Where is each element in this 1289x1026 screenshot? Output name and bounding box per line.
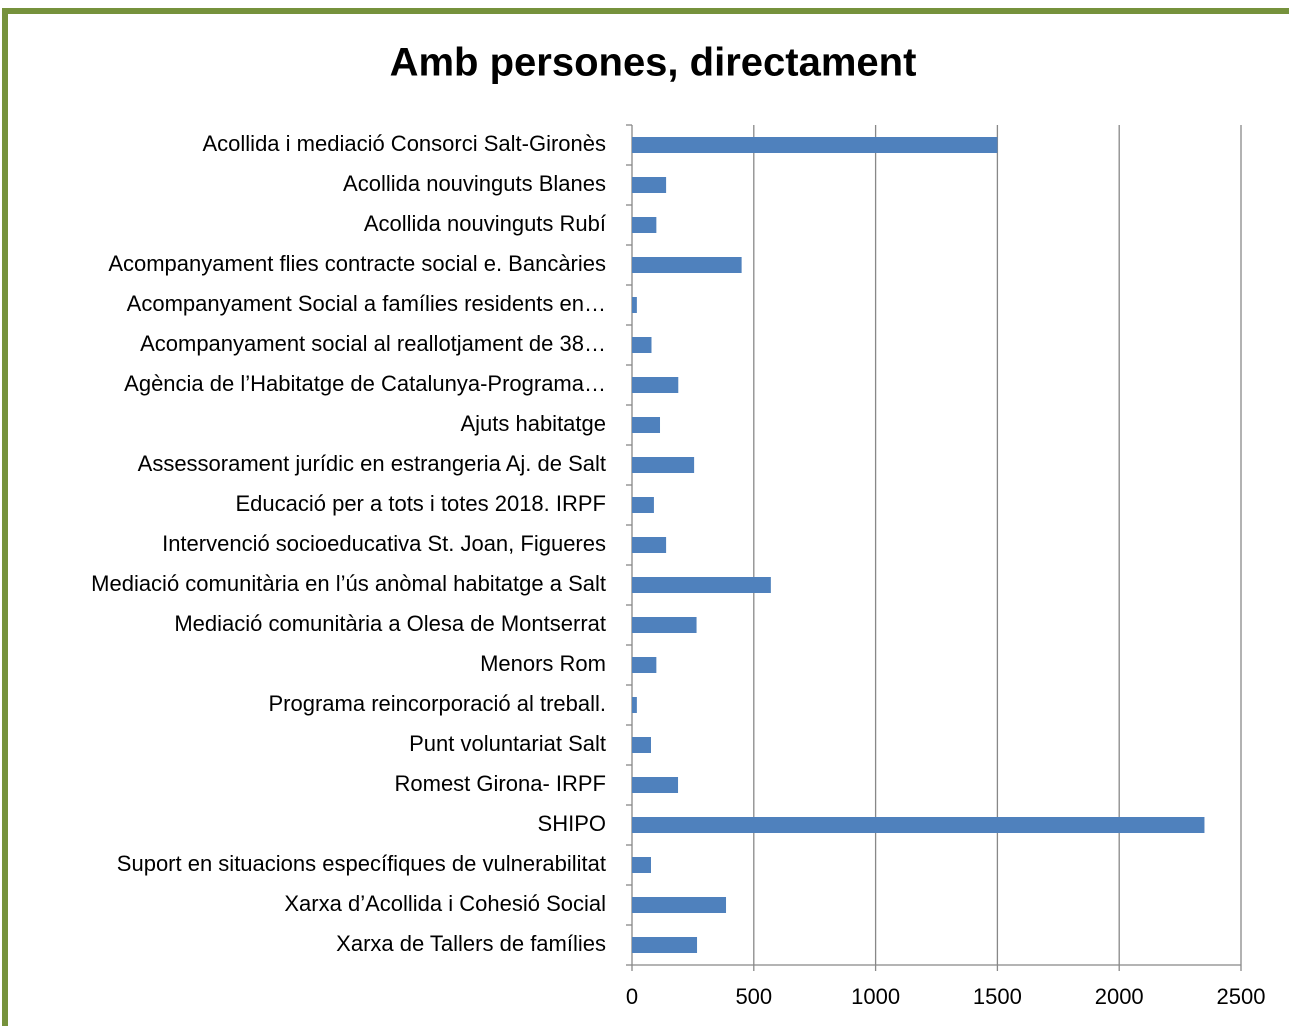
y-tick-label: Agència de l’Habitatge de Catalunya-Prog… xyxy=(124,371,606,396)
y-tick-label: Acompanyament flies contracte social e. … xyxy=(108,251,606,276)
bar xyxy=(632,457,695,473)
y-tick-label: Intervenció socioeducativa St. Joan, Fig… xyxy=(162,531,606,556)
bar xyxy=(632,697,637,713)
chart-title: Amb persones, directament xyxy=(390,41,917,85)
y-tick-label: Mediació comunitària a Olesa de Montserr… xyxy=(174,611,606,636)
bar xyxy=(632,777,679,793)
y-tick-label: Xarxa de Tallers de famílies xyxy=(336,931,606,956)
y-tick-label: Acollida nouvinguts Blanes xyxy=(343,171,606,196)
x-tick-label: 500 xyxy=(735,984,772,1009)
x-tick-label: 1000 xyxy=(851,984,900,1009)
y-tick-label: Acollida nouvinguts Rubí xyxy=(364,211,606,236)
bar xyxy=(632,337,652,353)
y-tick-label: Ajuts habitatge xyxy=(460,411,606,436)
bar xyxy=(632,417,661,433)
y-tick-label: Educació per a tots i totes 2018. IRPF xyxy=(235,491,606,516)
frame-left xyxy=(2,8,8,1026)
bar xyxy=(632,137,998,153)
bar xyxy=(632,377,679,393)
bar xyxy=(632,857,652,873)
bar xyxy=(632,577,771,593)
bar xyxy=(632,657,657,673)
y-tick-label: Acompanyament social al reallotjament de… xyxy=(140,331,606,356)
bar xyxy=(632,217,657,233)
y-tick-label: Punt voluntariat Salt xyxy=(409,731,606,756)
y-tick-label: Acompanyament Social a famílies resident… xyxy=(127,291,606,316)
bar xyxy=(632,737,652,753)
bar xyxy=(632,257,742,273)
bar xyxy=(632,177,667,193)
frame-top xyxy=(2,8,1289,14)
y-tick-label: Romest Girona- IRPF xyxy=(395,771,607,796)
y-tick-label: Menors Rom xyxy=(480,651,606,676)
y-tick-label: SHIPO xyxy=(538,811,606,836)
y-tick-label: Xarxa d’Acollida i Cohesió Social xyxy=(284,891,606,916)
y-tick-label: Mediació comunitària en l’ús anòmal habi… xyxy=(91,571,606,596)
y-tick-label: Suport en situacions específiques de vul… xyxy=(117,851,606,876)
bar xyxy=(632,297,637,313)
x-tick-label: 2500 xyxy=(1217,984,1266,1009)
y-tick-label: Programa reincorporació al treball. xyxy=(269,691,607,716)
bar xyxy=(632,817,1205,833)
bar xyxy=(632,937,698,953)
y-tick-label: Assessorament jurídic en estrangeria Aj.… xyxy=(138,451,606,476)
bar xyxy=(632,497,654,513)
y-tick-label: Acollida i mediació Consorci Salt-Gironè… xyxy=(203,131,607,156)
x-tick-label: 0 xyxy=(626,984,638,1009)
bar xyxy=(632,617,697,633)
x-tick-label: 1500 xyxy=(973,984,1022,1009)
bar xyxy=(632,537,667,553)
x-tick-label: 2000 xyxy=(1095,984,1144,1009)
bar xyxy=(632,897,727,913)
